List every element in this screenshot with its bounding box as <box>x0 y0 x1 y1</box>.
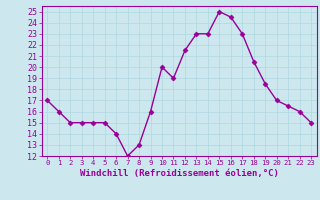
X-axis label: Windchill (Refroidissement éolien,°C): Windchill (Refroidissement éolien,°C) <box>80 169 279 178</box>
